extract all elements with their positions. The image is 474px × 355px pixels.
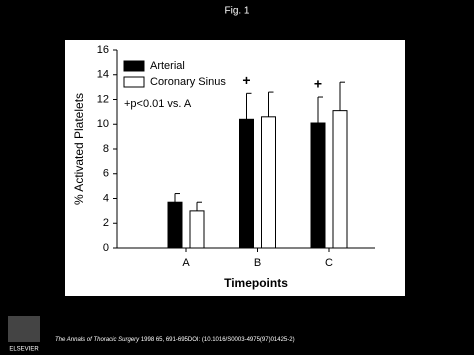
y-tick-label: 6 [103, 168, 109, 180]
legend-note: +p<0.01 vs. A [124, 98, 192, 110]
journal-name: The Annals of Thoracic Surgery [55, 337, 140, 343]
figure-panel [65, 40, 405, 296]
y-tick-label: 16 [97, 44, 109, 56]
significance-mark: + [314, 76, 322, 92]
bar [239, 118, 254, 249]
page-title: Fig. 1 [224, 6, 249, 17]
citation: 1998 65, 691-695DOI: (10.1016/S0003-4975… [139, 337, 294, 343]
legend-swatch [123, 76, 145, 88]
x-tick-label: C [325, 257, 333, 269]
y-tick-label: 14 [97, 69, 109, 81]
x-axis-title: Timepoints [224, 276, 288, 290]
bar [261, 116, 276, 249]
bar [310, 122, 326, 249]
bar [332, 110, 348, 249]
y-tick-label: 0 [103, 242, 109, 254]
publisher-logo [8, 316, 40, 342]
legend-swatch [123, 60, 145, 72]
legend-label: Arterial [150, 60, 185, 72]
y-tick-label: 4 [103, 192, 109, 204]
footer-citation: The Annals of Thoracic Surgery 1998 65, … [55, 337, 295, 343]
y-tick-label: 12 [97, 93, 109, 105]
significance-mark: + [242, 72, 250, 88]
legend-label: Coronary Sinus [150, 76, 226, 88]
x-tick-label: B [254, 257, 261, 269]
publisher-name: ELSEVIER [9, 347, 39, 353]
y-tick-label: 10 [97, 118, 109, 130]
y-axis-title: % Activated Platelets [72, 93, 86, 205]
x-tick-label: A [182, 257, 190, 269]
bar [189, 210, 205, 249]
bar [167, 201, 183, 249]
y-tick-label: 2 [103, 217, 109, 229]
y-tick-label: 8 [103, 143, 109, 155]
